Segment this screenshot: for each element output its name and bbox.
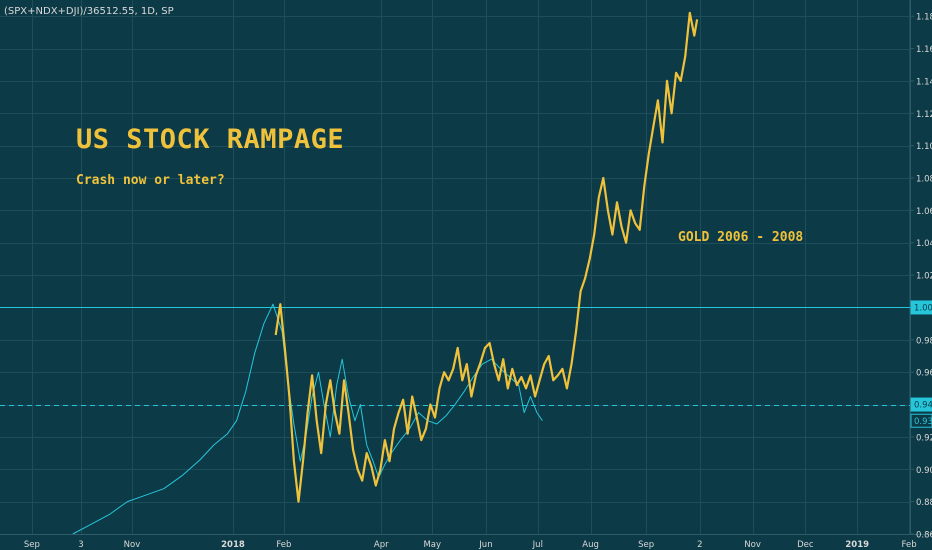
y-tick-label: 1.12 <box>916 110 932 120</box>
x-tick-label: 2 <box>697 540 702 550</box>
chart-headline: US STOCK RAMPAGE <box>76 124 345 155</box>
y-tick-label: 0.96 <box>916 369 932 379</box>
y-tick-label: 1.04 <box>916 239 932 249</box>
x-tick-label: Feb <box>276 540 291 550</box>
y-tick-label: 0.92 <box>916 433 932 443</box>
x-tick-label: 3 <box>78 540 83 550</box>
gold-annotation: GOLD 2006 - 2008 <box>678 230 804 245</box>
x-tick-label: Dec <box>797 540 814 550</box>
price-tag-label: 0.93 <box>914 417 932 427</box>
y-tick-label: 1.16 <box>916 45 932 55</box>
symbol-label[interactable]: (SPX+NDX+DJI)/36512.55, 1D, SP <box>4 6 174 17</box>
series-line-2 <box>274 11 699 503</box>
reference-lines <box>0 307 910 406</box>
y-tick-label: 1.14 <box>916 77 932 87</box>
series-group <box>72 11 699 535</box>
y-tick-label: 0.86 <box>916 531 932 541</box>
y-tick-label: 1.18 <box>916 13 932 23</box>
time-axis[interactable]: Sep 3 Nov 2018 Feb Apr May Jun Jul Aug Sep 2 Nov Dec 2… <box>24 540 917 550</box>
x-tick-label: Apr <box>374 540 389 550</box>
price-tags: 1.00 0.94 0.93 <box>910 300 932 428</box>
x-tick-label: Sep <box>24 540 40 550</box>
x-tick-label: May <box>423 540 441 550</box>
y-tick-label: 0.98 <box>916 336 932 346</box>
y-tick-label: 1.08 <box>916 175 932 185</box>
x-tick-label: 2019 <box>845 540 869 550</box>
y-tick-label: 0.90 <box>916 466 932 476</box>
y-tick-label: 1.06 <box>916 207 932 217</box>
grid <box>0 0 910 535</box>
chart-subheadline: Crash now or later? <box>76 173 225 188</box>
price-tag-box <box>910 397 932 412</box>
x-tick-label: Jun <box>478 540 492 550</box>
x-tick-label: Nov <box>744 540 761 550</box>
x-tick-label: Jul <box>532 540 543 550</box>
price-tag-box <box>910 300 932 315</box>
x-tick-label: Aug <box>582 540 599 550</box>
x-tick-label: Nov <box>124 540 141 550</box>
price-tag-label: 0.94 <box>914 401 932 411</box>
x-tick-label: Sep <box>638 540 654 550</box>
y-tick-label: 0.88 <box>916 498 932 508</box>
price-axis[interactable]: 0.86 0.88 0.90 0.92 0.94 0.96 0.98 1.00 1.02 1.04… <box>910 13 932 541</box>
y-tick-label: 1.10 <box>916 142 932 152</box>
y-tick-label: 1.02 <box>916 272 932 282</box>
x-tick-label: Feb <box>902 540 917 550</box>
x-tick-label: 2018 <box>221 540 245 550</box>
price-tag-box <box>910 413 932 428</box>
price-tag-label: 1.00 <box>914 304 932 314</box>
